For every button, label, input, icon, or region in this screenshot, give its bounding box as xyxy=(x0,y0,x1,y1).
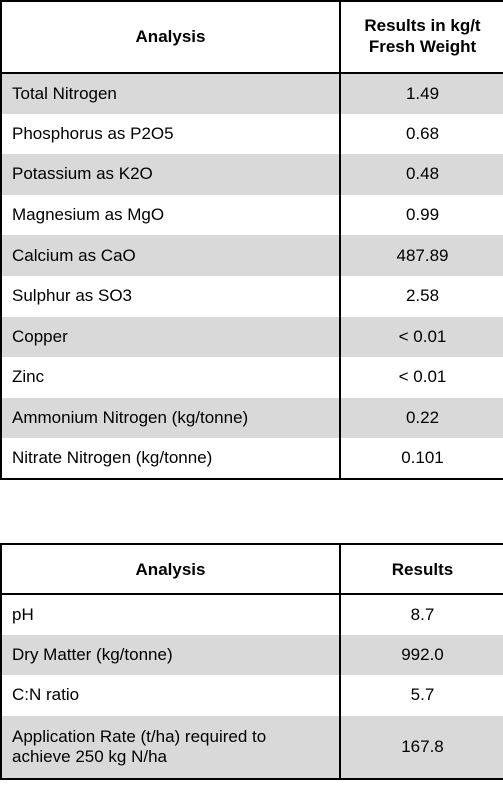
table-row: pH 8.7 xyxy=(0,594,503,635)
table-row: C:N ratio 5.7 xyxy=(0,675,503,716)
result-cell: 487.89 xyxy=(339,235,503,276)
result-cell: 5.7 xyxy=(339,675,503,716)
table-row: Total Nitrogen 1.49 xyxy=(0,73,503,114)
table-row: Zinc < 0.01 xyxy=(0,357,503,398)
table-row: Application Rate (t/ha) required to achi… xyxy=(0,715,503,780)
table-row: Calcium as CaO 487.89 xyxy=(0,235,503,276)
table-row: Ammonium Nitrogen (kg/tonne) 0.22 xyxy=(0,397,503,439)
table-header-row: Analysis Results in kg/t Fresh Weight xyxy=(0,0,503,74)
result-cell: 0.68 xyxy=(339,113,503,155)
table-row: Phosphorus as P2O5 0.68 xyxy=(0,113,503,155)
table-row: Copper < 0.01 xyxy=(0,316,503,358)
analysis-cell: C:N ratio xyxy=(0,675,341,716)
analysis-cell: Calcium as CaO xyxy=(0,235,341,276)
analysis-cell: Sulphur as SO3 xyxy=(0,275,341,317)
result-cell: 0.22 xyxy=(339,397,503,439)
physical-analysis-table: Analysis Results pH 8.7 Dry Matter (kg/t… xyxy=(0,543,503,780)
result-cell: < 0.01 xyxy=(339,316,503,358)
analysis-cell: Nitrate Nitrogen (kg/tonne) xyxy=(0,438,341,480)
result-cell: 0.99 xyxy=(339,194,503,236)
table-row: Nitrate Nitrogen (kg/tonne) 0.101 xyxy=(0,438,503,480)
table-header-row: Analysis Results xyxy=(0,543,503,595)
result-cell: 1.49 xyxy=(339,73,503,114)
results-column-header: Results xyxy=(339,543,503,595)
result-cell: 8.7 xyxy=(339,594,503,635)
result-cell: < 0.01 xyxy=(339,357,503,398)
analysis-cell: Ammonium Nitrogen (kg/tonne) xyxy=(0,397,341,439)
table-row: Magnesium as MgO 0.99 xyxy=(0,194,503,236)
analysis-cell: Phosphorus as P2O5 xyxy=(0,113,341,155)
result-cell: 2.58 xyxy=(339,275,503,317)
analysis-column-header: Analysis xyxy=(0,0,341,74)
analysis-column-header: Analysis xyxy=(0,543,341,595)
table-row: Sulphur as SO3 2.58 xyxy=(0,275,503,317)
result-cell: 0.48 xyxy=(339,154,503,195)
analysis-cell: Copper xyxy=(0,316,341,358)
table-row: Dry Matter (kg/tonne) 992.0 xyxy=(0,634,503,676)
analysis-cell: pH xyxy=(0,594,341,635)
result-cell: 167.8 xyxy=(339,715,503,780)
analysis-cell: Potassium as K2O xyxy=(0,154,341,195)
analysis-cell: Dry Matter (kg/tonne) xyxy=(0,634,341,676)
results-column-header: Results in kg/t Fresh Weight xyxy=(339,0,503,74)
analysis-cell: Magnesium as MgO xyxy=(0,194,341,236)
nutrient-analysis-table: Analysis Results in kg/t Fresh Weight To… xyxy=(0,0,503,480)
table-row: Potassium as K2O 0.48 xyxy=(0,154,503,195)
analysis-cell: Total Nitrogen xyxy=(0,73,341,114)
result-cell: 992.0 xyxy=(339,634,503,676)
analysis-cell: Zinc xyxy=(0,357,341,398)
analysis-cell: Application Rate (t/ha) required to achi… xyxy=(0,715,341,780)
result-cell: 0.101 xyxy=(339,438,503,480)
